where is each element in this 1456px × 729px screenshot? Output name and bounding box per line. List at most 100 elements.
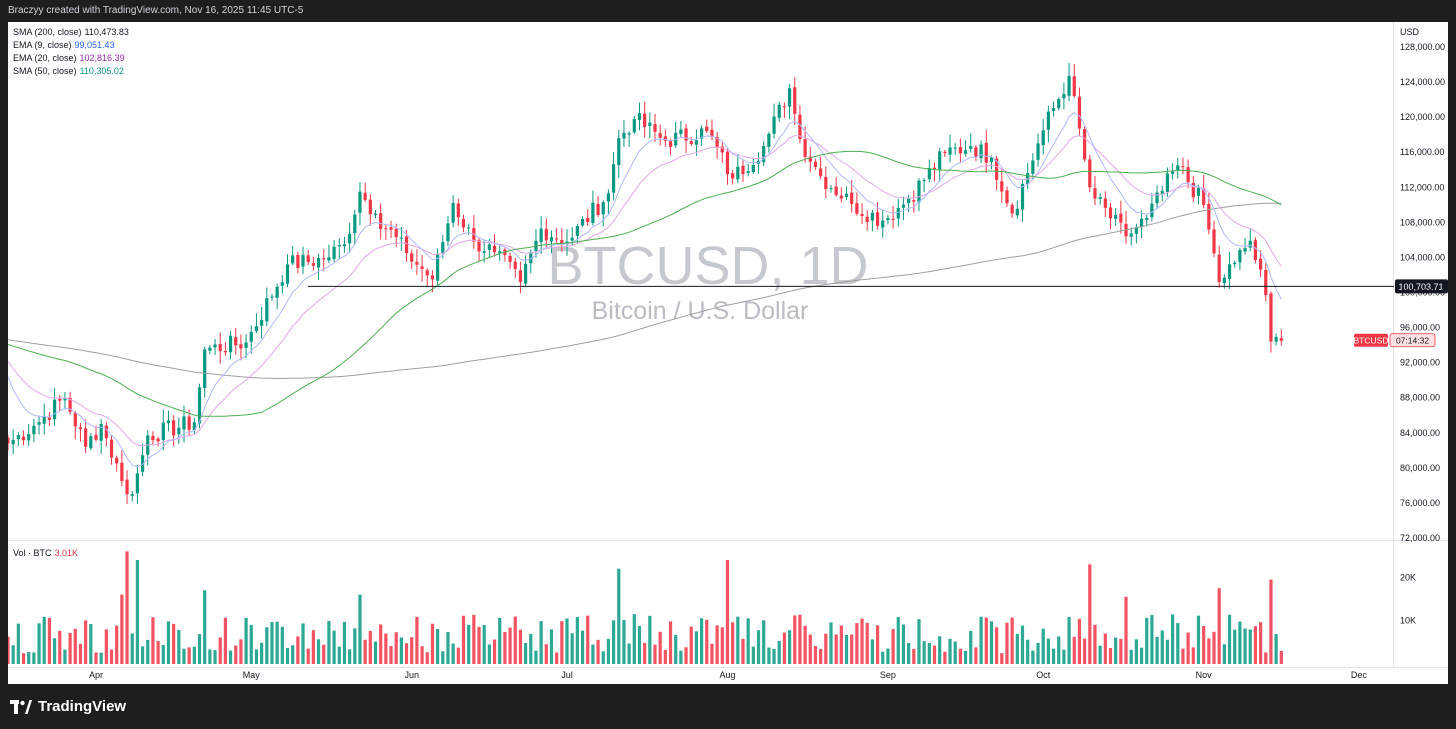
candle-body xyxy=(27,434,31,441)
candle xyxy=(668,139,673,156)
candle xyxy=(239,334,243,361)
candle xyxy=(177,417,181,444)
candle xyxy=(21,430,26,446)
candle-body xyxy=(52,399,57,420)
volume-bar xyxy=(958,648,962,664)
candle-body xyxy=(275,286,279,298)
candle-body xyxy=(881,220,885,228)
candle xyxy=(1212,220,1216,258)
candle-body xyxy=(668,141,673,147)
chart-area[interactable]: BTCUSD, 1D Bitcoin / U.S. Dollar 100,703.7… xyxy=(6,22,1448,684)
volume-bar xyxy=(617,568,621,664)
volume-bar xyxy=(410,637,414,664)
legend-sma200[interactable]: SMA (200, close) 110,473.83 xyxy=(13,27,129,37)
candle-body xyxy=(265,298,269,322)
volume-bar xyxy=(244,617,248,664)
price-tick-label: 116,000.00 xyxy=(1400,147,1444,157)
volume-bar xyxy=(622,620,626,664)
candle-body xyxy=(467,227,471,229)
candle xyxy=(782,102,787,119)
candle xyxy=(332,240,336,262)
candle-body xyxy=(731,173,735,179)
volume-bar xyxy=(89,624,93,664)
volume-bar xyxy=(177,629,181,664)
candle-body xyxy=(1041,130,1045,146)
legend-ema9-label: EMA (9, close) xyxy=(13,40,72,50)
volume-bar xyxy=(927,643,931,664)
candle-body xyxy=(58,398,62,401)
candle-body xyxy=(285,264,290,284)
candle xyxy=(710,119,714,141)
candle-body xyxy=(482,251,486,253)
candle xyxy=(1253,237,1258,264)
volume-bar xyxy=(16,623,20,664)
volume-bar xyxy=(1010,617,1014,664)
volume-bar xyxy=(1046,638,1050,664)
volume-bar xyxy=(1124,596,1128,664)
candle xyxy=(58,395,62,412)
candle xyxy=(63,392,67,410)
candle xyxy=(850,179,854,213)
volume-bar xyxy=(265,627,269,664)
candle-body xyxy=(829,188,833,190)
candle-body xyxy=(436,253,440,281)
volume-bar xyxy=(1083,638,1087,664)
volume-bar xyxy=(1103,633,1107,664)
candle-body xyxy=(73,412,77,427)
volume-bar xyxy=(710,643,714,664)
candle-body xyxy=(301,254,305,267)
candle-body xyxy=(901,204,906,208)
candle-body xyxy=(596,203,600,215)
candle-body xyxy=(47,417,52,420)
horizontal-line-label: 100,703.71 xyxy=(1398,282,1443,292)
candle-body xyxy=(819,168,823,176)
legend-ema9[interactable]: EMA (9, close) 99,051.43 xyxy=(13,40,115,50)
candle-body xyxy=(813,161,818,167)
candle xyxy=(1171,163,1175,180)
candle-body xyxy=(322,258,326,260)
candle-body xyxy=(643,113,647,128)
candle xyxy=(389,220,393,239)
volume-bar xyxy=(668,621,673,664)
volume-bar xyxy=(932,645,937,664)
volume-bar xyxy=(1098,645,1102,664)
candle-body xyxy=(130,494,134,496)
candle xyxy=(989,155,994,170)
candle xyxy=(430,270,435,292)
candle-body xyxy=(560,239,564,245)
candle xyxy=(958,138,962,163)
candle xyxy=(829,184,833,193)
candle-body xyxy=(663,136,667,141)
candle xyxy=(1005,186,1009,208)
candle xyxy=(813,159,818,170)
candle xyxy=(1238,247,1242,271)
legend-ema20[interactable]: EMA (20, close) 102,816.39 xyxy=(13,53,125,63)
candle-body xyxy=(648,122,652,126)
volume-bar xyxy=(415,616,419,664)
volume-bar xyxy=(84,620,88,664)
legend-volume[interactable]: Vol · BTC 3.01K xyxy=(13,548,78,558)
volume-bar xyxy=(316,639,321,664)
volume-bar xyxy=(674,635,678,664)
candle-body xyxy=(979,144,983,159)
volume-bar xyxy=(699,618,704,664)
candle-body xyxy=(244,342,248,348)
candle xyxy=(927,159,931,183)
volume-bar xyxy=(1155,636,1159,664)
legend-sma50[interactable]: SMA (50, close) 110,305.02 xyxy=(13,66,124,76)
candle-body xyxy=(586,218,590,223)
candle-body xyxy=(958,147,962,154)
candle xyxy=(27,424,31,446)
volume-bar xyxy=(1196,615,1201,664)
candle xyxy=(591,190,595,226)
candle xyxy=(337,238,341,259)
tradingview-logo[interactable]: TradingView xyxy=(10,698,126,715)
volume-bar xyxy=(68,632,72,664)
candle xyxy=(679,120,683,137)
candle-body xyxy=(135,473,140,494)
candle xyxy=(632,115,636,135)
candle xyxy=(1176,157,1180,179)
volume-bar xyxy=(368,630,372,664)
candle-body xyxy=(953,147,957,149)
